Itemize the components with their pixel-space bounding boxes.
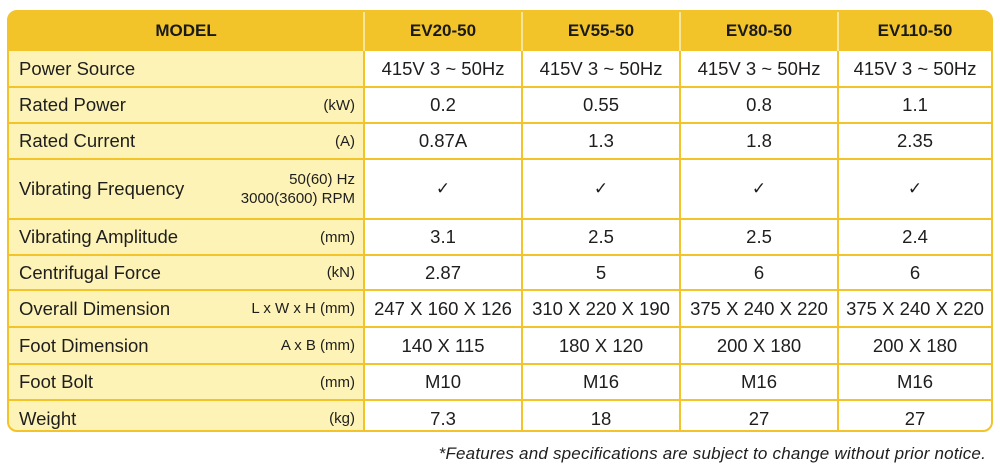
table-cell: 0.55	[522, 86, 682, 123]
table-row: Vibrating Frequency 50(60) Hz 3000(3600) R…	[9, 158, 991, 219]
row-unit	[214, 49, 366, 87]
row-unit: (kN)	[214, 254, 366, 290]
table-cell: 415V 3 ~ 50Hz	[522, 49, 682, 87]
check-icon: ✓	[680, 158, 840, 219]
spec-table: MODEL EV20-50 EV55-50 EV80-50 EV110-50 P…	[9, 12, 991, 430]
table-cell: 180 X 120	[522, 326, 682, 364]
check-icon: ✓	[838, 158, 991, 219]
table-cell: 3.1	[364, 218, 524, 255]
table-cell: 1.3	[522, 122, 682, 159]
table-cell: 1.1	[838, 86, 991, 123]
table-cell: 1.8	[680, 122, 840, 159]
row-label: Vibrating Frequency	[9, 158, 214, 219]
table-row: Centrifugal Force (kN) 2.87 5 6 6	[9, 254, 991, 290]
model-ev20-50: EV20-50	[364, 12, 524, 50]
table-cell: 140 X 115	[364, 326, 524, 364]
header-row: MODEL EV20-50 EV55-50 EV80-50 EV110-50	[9, 12, 991, 50]
row-label: Foot Bolt	[9, 363, 214, 400]
disclaimer-note: *Features and specifications are subject…	[438, 444, 986, 463]
row-label: Centrifugal Force	[9, 254, 214, 290]
row-label: Vibrating Amplitude	[9, 218, 214, 255]
row-unit-line: 3000(3600) RPM	[240, 190, 356, 207]
table-cell: 5	[522, 254, 682, 290]
model-ev110-50: EV110-50	[838, 12, 991, 50]
table-cell: M16	[522, 363, 682, 400]
table-row: Rated Current (A) 0.87A 1.3 1.8 2.35	[9, 122, 991, 159]
table-cell: 6	[838, 254, 991, 290]
table-cell: 6	[680, 254, 840, 290]
table-cell: 375 X 240 X 220	[838, 289, 991, 327]
table-cell: 2.35	[838, 122, 991, 159]
table-cell: 27	[838, 399, 991, 430]
row-label: Overall Dimension	[9, 289, 214, 327]
table-cell: 7.3	[364, 399, 524, 430]
row-label: Power Source	[9, 49, 214, 87]
table-row: Overall Dimension L x W x H (mm) 247 X 160…	[9, 289, 991, 327]
table-cell: 0.2	[364, 86, 524, 123]
table-cell: 415V 3 ~ 50Hz	[680, 49, 840, 87]
row-unit-line: 50(60) Hz	[289, 171, 356, 188]
table-cell: 310 X 220 X 190	[522, 289, 682, 327]
row-unit: A x B (mm)	[214, 326, 366, 364]
table-cell: 2.5	[680, 218, 840, 255]
table-cell: 2.87	[364, 254, 524, 290]
check-icon: ✓	[522, 158, 682, 219]
table-cell: M10	[364, 363, 524, 400]
row-unit: (mm)	[214, 218, 366, 255]
spec-table-frame: MODEL EV20-50 EV55-50 EV80-50 EV110-50 P…	[7, 10, 993, 432]
table-cell: 415V 3 ~ 50Hz	[364, 49, 524, 87]
table-row: Foot Bolt (mm) M10 M16 M16 M16	[9, 363, 991, 400]
model-ev80-50: EV80-50	[680, 12, 840, 50]
table-cell: 0.8	[680, 86, 840, 123]
table-row: Power Source 415V 3 ~ 50Hz 415V 3 ~ 50Hz 41…	[9, 49, 991, 87]
table-cell: 415V 3 ~ 50Hz	[838, 49, 991, 87]
row-unit: (kg)	[214, 399, 366, 430]
table-cell: 375 X 240 X 220	[680, 289, 840, 327]
row-label: Weight	[9, 399, 214, 430]
row-unit: L x W x H (mm)	[214, 289, 366, 327]
row-label: Rated Power	[9, 86, 214, 123]
check-icon: ✓	[364, 158, 524, 219]
row-unit: (A)	[214, 122, 366, 159]
row-label: Foot Dimension	[9, 326, 214, 364]
row-label: Rated Current	[9, 122, 214, 159]
model-header: MODEL	[9, 12, 366, 50]
table-cell: 247 X 160 X 126	[364, 289, 524, 327]
model-ev55-50: EV55-50	[522, 12, 682, 50]
table-cell: M16	[680, 363, 840, 400]
table-row: Weight (kg) 7.3 18 27 27	[9, 399, 991, 430]
table-cell: 200 X 180	[680, 326, 840, 364]
table-cell: 2.5	[522, 218, 682, 255]
table-row: Rated Power (kW) 0.2 0.55 0.8 1.1	[9, 86, 991, 123]
row-unit: 50(60) Hz 3000(3600) RPM	[214, 158, 366, 219]
table-cell: 27	[680, 399, 840, 430]
table-cell: M16	[838, 363, 991, 400]
table-cell: 2.4	[838, 218, 991, 255]
table-row: Foot Dimension A x B (mm) 140 X 115 180 X 1…	[9, 326, 991, 364]
table-cell: 18	[522, 399, 682, 430]
row-unit: (kW)	[214, 86, 366, 123]
table-cell: 200 X 180	[838, 326, 991, 364]
table-cell: 0.87A	[364, 122, 524, 159]
table-row: Vibrating Amplitude (mm) 3.1 2.5 2.5 2.4	[9, 218, 991, 255]
row-unit: (mm)	[214, 363, 366, 400]
